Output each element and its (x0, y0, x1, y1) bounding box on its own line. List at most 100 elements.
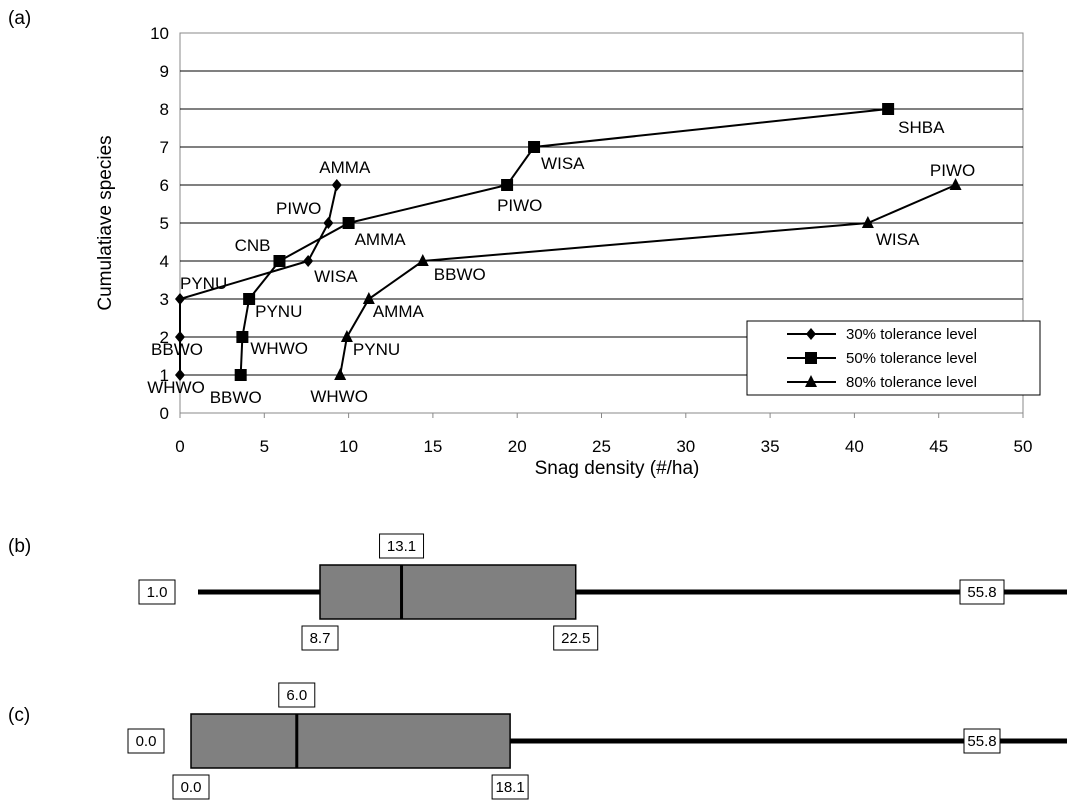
data-point (236, 331, 249, 343)
x-tick-label: 45 (929, 437, 948, 456)
legend-marker (805, 352, 817, 364)
data-point (323, 217, 334, 229)
point-label: WHWO (250, 339, 308, 358)
point-label: AMMA (355, 230, 407, 249)
y-tick-label: 7 (160, 138, 169, 157)
point-label: PIWO (497, 196, 542, 215)
y-tick-label: 4 (160, 252, 169, 271)
q3-label-box (491, 774, 529, 800)
max-label: 55.8 (967, 584, 996, 601)
point-label: WHWO (310, 387, 368, 406)
legend: 30% tolerance level 50% tolerance level 80… (746, 320, 1041, 396)
data-point (303, 255, 314, 267)
q1-label: 0.0 (181, 779, 202, 796)
point-label: WISA (314, 267, 358, 286)
legend-marker (806, 328, 816, 340)
median-label-box (278, 682, 316, 708)
median-label-box (379, 533, 425, 559)
data-point (331, 179, 342, 191)
iqr-box (190, 713, 511, 769)
y-tick-label: 9 (160, 62, 169, 81)
x-tick-label: 35 (761, 437, 780, 456)
q3-label-box (553, 625, 599, 651)
q1-label-box (172, 774, 210, 800)
legend-label: 50% tolerance level (846, 350, 977, 367)
point-label: WISA (876, 230, 920, 249)
iqr-box (319, 564, 577, 620)
point-label: WHWO (147, 378, 205, 397)
series-line-2 (239, 108, 889, 376)
median-label: 13.1 (387, 538, 416, 555)
panel-a-label: (a) (8, 8, 31, 29)
legend-marker (805, 375, 817, 387)
data-point (528, 141, 541, 153)
x-axis-ticks: 0 5 10 15 20 25 30 35 40 45 50 (175, 413, 1032, 456)
point-label: BBWO (210, 388, 262, 407)
data-point (342, 217, 355, 229)
boxplot-c: 0.0 55.8 6.0 0.0 18.1 (127, 682, 1067, 800)
data-point (501, 179, 514, 191)
boxplot-b: 1.0 55.8 13.1 8.7 22.5 (138, 533, 1067, 651)
point-label: PIWO (276, 199, 321, 218)
x-tick-label: 0 (175, 437, 184, 456)
data-point (175, 369, 185, 381)
max-label-box (963, 728, 1001, 754)
x-tick-label: 5 (260, 437, 269, 456)
y-tick-label: 2 (160, 328, 169, 347)
data-point (416, 254, 429, 266)
series-line-3 (339, 184, 956, 376)
panel-b-label: (b) (8, 536, 31, 557)
data-point (362, 292, 375, 304)
x-tick-label: 25 (592, 437, 611, 456)
point-label: CNB (235, 236, 271, 255)
y-tick-label: 5 (160, 214, 169, 233)
point-label: PIWO (930, 161, 975, 180)
q3-label: 22.5 (561, 630, 590, 647)
q3-label: 18.1 (496, 779, 525, 796)
series-line-1 (179, 184, 338, 375)
point-label: AMMA (319, 158, 371, 177)
panel-c-label: (c) (8, 705, 30, 726)
min-label-box (138, 579, 176, 605)
y-tick-label: 6 (160, 176, 169, 195)
data-point (273, 255, 286, 267)
q1-label-box (301, 625, 339, 651)
data-point (243, 293, 256, 305)
y-tick-label: 0 (160, 404, 169, 423)
x-tick-label: 10 (339, 437, 358, 456)
series-layer (175, 103, 962, 381)
legend-label: 30% tolerance level (846, 326, 977, 343)
x-tick-label: 50 (1014, 437, 1033, 456)
point-label: BBWO (151, 340, 203, 359)
point-label: PYNU (255, 302, 302, 321)
point-label: BBWO (434, 265, 486, 284)
point-label: WISA (541, 154, 585, 173)
y-axis-title: Cumulatiave species (95, 135, 116, 310)
y-tick-label: 10 (150, 24, 169, 43)
min-label-box (127, 728, 165, 754)
q1-label: 8.7 (310, 630, 331, 647)
point-label: AMMA (373, 302, 425, 321)
data-point (340, 330, 353, 342)
data-point (949, 178, 962, 190)
data-point (861, 216, 874, 228)
data-point (234, 369, 247, 381)
point-label: PYNU (353, 340, 400, 359)
point-labels: WHWO BBWO PYNU WISA PIWO AMMA BBWO WHWO PYNU CNB A… (147, 118, 975, 407)
point-label: SHBA (898, 118, 945, 137)
legend-label: 80% tolerance level (846, 374, 977, 391)
min-label: 1.0 (147, 584, 168, 601)
x-tick-label: 15 (423, 437, 442, 456)
y-tick-label: 1 (160, 366, 169, 385)
x-tick-label: 40 (845, 437, 864, 456)
max-label-box (959, 579, 1005, 605)
x-axis-title: Snag density (#/ha) (535, 458, 700, 479)
data-point (882, 103, 895, 115)
data-point (175, 331, 185, 343)
data-point (175, 293, 185, 305)
x-tick-label: 20 (508, 437, 527, 456)
y-axis-ticks: 0 1 2 3 4 5 6 7 8 9 10 (150, 24, 169, 423)
min-label: 0.0 (136, 733, 157, 750)
